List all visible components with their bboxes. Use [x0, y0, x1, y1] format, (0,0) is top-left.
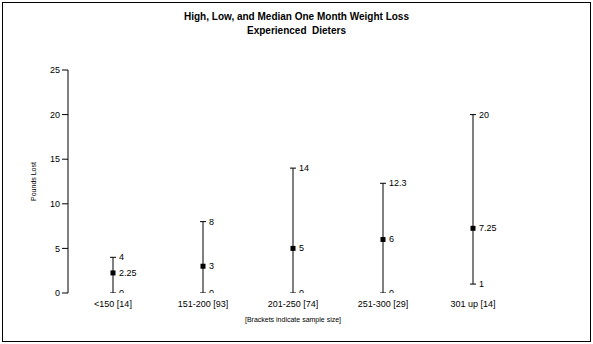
- svg-text:14: 14: [299, 163, 309, 173]
- svg-text:<150 [14]: <150 [14]: [94, 299, 132, 309]
- svg-text:Pounds Lost: Pounds Lost: [30, 162, 37, 201]
- svg-text:[Brackets indicate sample size: [Brackets indicate sample size]: [245, 316, 341, 324]
- svg-text:1: 1: [479, 279, 484, 289]
- svg-text:0: 0: [389, 288, 394, 293]
- svg-text:20: 20: [479, 110, 489, 120]
- svg-text:6: 6: [389, 234, 394, 244]
- svg-text:201-250 [74]: 201-250 [74]: [268, 299, 319, 309]
- svg-text:0: 0: [209, 288, 214, 293]
- svg-text:25: 25: [50, 65, 60, 75]
- svg-text:251-300 [29]: 251-300 [29]: [358, 299, 409, 309]
- svg-text:12.3: 12.3: [389, 178, 407, 188]
- svg-text:15: 15: [50, 154, 60, 164]
- svg-text:3: 3: [209, 261, 214, 271]
- svg-text:2.25: 2.25: [119, 268, 137, 278]
- svg-text:0: 0: [299, 288, 304, 293]
- svg-text:0: 0: [55, 288, 60, 298]
- svg-text:4: 4: [119, 252, 124, 262]
- svg-text:5: 5: [55, 244, 60, 254]
- html-text:High, Low, and Median One Mont: High, Low, and Median One Month Weight L…: [184, 11, 409, 22]
- svg-text:5: 5: [299, 243, 304, 253]
- svg-text:7.25: 7.25: [479, 223, 497, 233]
- svg-text:10: 10: [50, 199, 60, 209]
- svg-text:151-200 [93]: 151-200 [93]: [178, 299, 229, 309]
- svg-text:0: 0: [119, 288, 124, 293]
- svg-text:301 up [14]: 301 up [14]: [450, 299, 495, 309]
- svg-text:20: 20: [50, 110, 60, 120]
- svg-text:8: 8: [209, 217, 214, 227]
- html-text:Experienced Dieters: Experienced Dieters: [247, 25, 346, 36]
